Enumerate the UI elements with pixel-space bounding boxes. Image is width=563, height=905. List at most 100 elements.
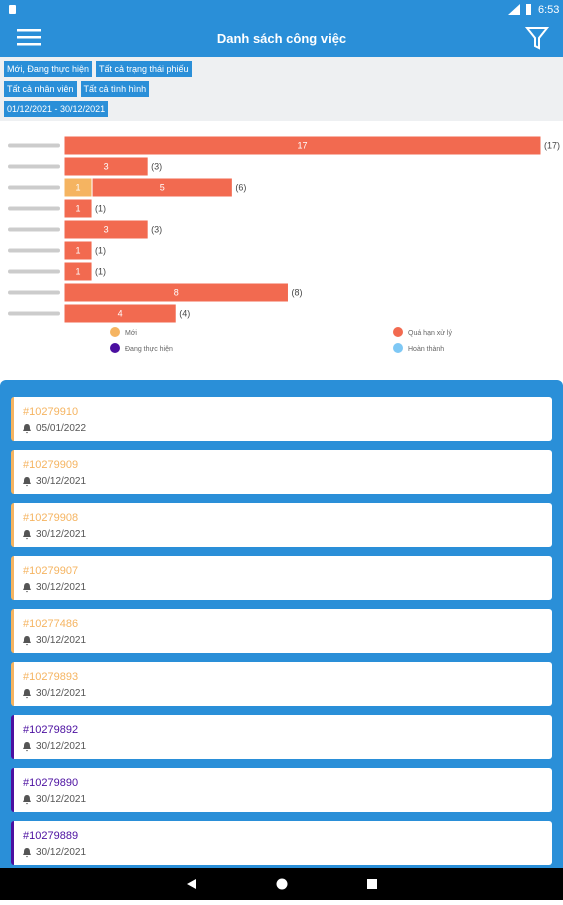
task-id: #10279907 [23, 565, 79, 577]
total-label: (3) [151, 162, 162, 172]
bar-value-label: 4 [118, 309, 123, 319]
task-date: 30/12/2021 [36, 635, 87, 646]
bell-icon [23, 742, 31, 752]
task-id: #10279890 [23, 777, 79, 789]
bar-value-label: 3 [104, 162, 109, 172]
task-date: 30/12/2021 [36, 741, 87, 752]
title: Danh sách công việc [216, 31, 347, 46]
task-card[interactable]: #10279909 30/12/2021 [11, 450, 552, 494]
time: 6:53 [538, 4, 560, 16]
filter-chip[interactable]: Tất cả tình hình [80, 81, 150, 97]
task-id: #10279909 [23, 459, 79, 471]
task-card[interactable]: #10279889 30/12/2021 [11, 821, 552, 865]
total-label: (17) [544, 141, 560, 151]
bell-icon [23, 583, 31, 593]
bell-icon [23, 477, 31, 487]
bell-icon [23, 424, 31, 434]
total-label: (6) [235, 183, 246, 193]
bar-segment [63, 156, 149, 177]
bar-segment [63, 261, 93, 282]
category-label-blurred [8, 290, 60, 295]
nav-bar [0, 868, 563, 900]
bar-segment [63, 198, 93, 219]
bar-value-label: 5 [160, 183, 165, 193]
bar-value-label: 3 [104, 225, 109, 235]
bar-value-label: 17 [297, 141, 307, 151]
legend-swatch [393, 343, 403, 353]
legend-label: Hoàn thành [408, 346, 444, 353]
task-id: #10279908 [23, 512, 79, 524]
task-id: #10279892 [23, 724, 79, 736]
bar-segment [63, 282, 289, 303]
legend-label: Đang thực hiện [125, 346, 173, 353]
task-date: 30/12/2021 [36, 476, 87, 487]
filter-chip[interactable]: Mới, Đang thực hiện [4, 61, 92, 77]
bar-segment [63, 240, 93, 261]
task-date: 30/12/2021 [36, 688, 87, 699]
filter-row: Mới, Đang thực hiện Tất cả trạng thái phi… [4, 61, 559, 77]
task-id: #10279893 [23, 671, 79, 683]
bar-value-label: 1 [76, 204, 81, 214]
total-label: (3) [151, 225, 162, 235]
filter-chip[interactable]: 01/12/2021 - 30/12/2021 [4, 101, 109, 117]
category-label-blurred [8, 311, 60, 316]
task-id: #10279889 [23, 830, 79, 842]
task-date: 30/12/2021 [36, 529, 87, 540]
category-label-blurred [8, 248, 60, 253]
nav-icons [187, 878, 377, 890]
task-card[interactable]: #10279910 05/01/2022 [11, 397, 552, 441]
task-date: 30/12/2021 [36, 794, 87, 805]
task-list: #10279910 05/01/2022 #10279909 30/12/2021 #1… [0, 380, 563, 868]
task-date: 30/12/2021 [36, 582, 87, 593]
category-label-blurred [8, 269, 60, 274]
recents-button[interactable] [367, 879, 377, 889]
status-bar: 6:53 [0, 0, 563, 20]
category-label-blurred [8, 206, 60, 211]
legend-swatch [110, 327, 120, 337]
task-card[interactable]: #10279893 30/12/2021 [11, 662, 552, 706]
bar-segment [63, 135, 542, 156]
bar-value-label: 1 [76, 267, 81, 277]
task-card[interactable]: #10279892 30/12/2021 [11, 715, 552, 759]
filter-row: Tất cả nhân viên Tất cả tình hình [4, 81, 559, 97]
task-card[interactable]: #10279907 30/12/2021 [11, 556, 552, 600]
total-label: (8) [291, 288, 302, 298]
bell-icon [23, 636, 31, 646]
menu-button[interactable] [17, 29, 41, 46]
bar-segment [63, 219, 149, 240]
task-card[interactable]: #10279908 30/12/2021 [11, 503, 552, 547]
filter-chip[interactable]: Tất cả nhân viên [4, 81, 77, 97]
task-card[interactable]: #10277486 30/12/2021 [11, 609, 552, 653]
task-id: #10279910 [23, 406, 79, 418]
category-label-blurred [8, 164, 60, 169]
category-label-blurred [8, 227, 60, 232]
total-label: (4) [179, 309, 190, 319]
bar-segment [63, 303, 177, 324]
task-card[interactable]: #10279890 30/12/2021 [11, 768, 552, 812]
home-button[interactable] [276, 878, 288, 890]
total-label: (1) [95, 246, 106, 256]
app-bar-icons [17, 27, 550, 50]
bell-icon [23, 848, 31, 858]
filter-button[interactable] [524, 27, 550, 50]
filter-chip[interactable]: Tất cả trạng thái phiếu [95, 61, 192, 77]
back-button[interactable] [187, 879, 196, 889]
legend-label: Mới [125, 330, 137, 337]
bar-value-label: 1 [76, 246, 81, 256]
bell-icon [23, 795, 31, 805]
task-date: 30/12/2021 [36, 847, 87, 858]
bell-icon [23, 689, 31, 699]
bar-segment [91, 177, 233, 198]
category-label-blurred [8, 185, 60, 190]
legend-swatch [110, 343, 120, 353]
bar-value-label: 1 [76, 183, 81, 193]
task-date: 05/01/2022 [36, 423, 87, 434]
filter-row: 01/12/2021 - 30/12/2021 [4, 101, 559, 117]
task-id: #10277486 [23, 618, 79, 630]
category-label-blurred [8, 143, 60, 148]
legend-swatch [393, 327, 403, 337]
bar-value-label: 8 [174, 288, 179, 298]
total-label: (1) [95, 204, 106, 214]
chart: 17 (17) 3 (3) 1 5 (6) 1 (1) 3 (3) 1 (1) 1 (1) 8 (8) 4 (4) M… [8, 135, 560, 353]
